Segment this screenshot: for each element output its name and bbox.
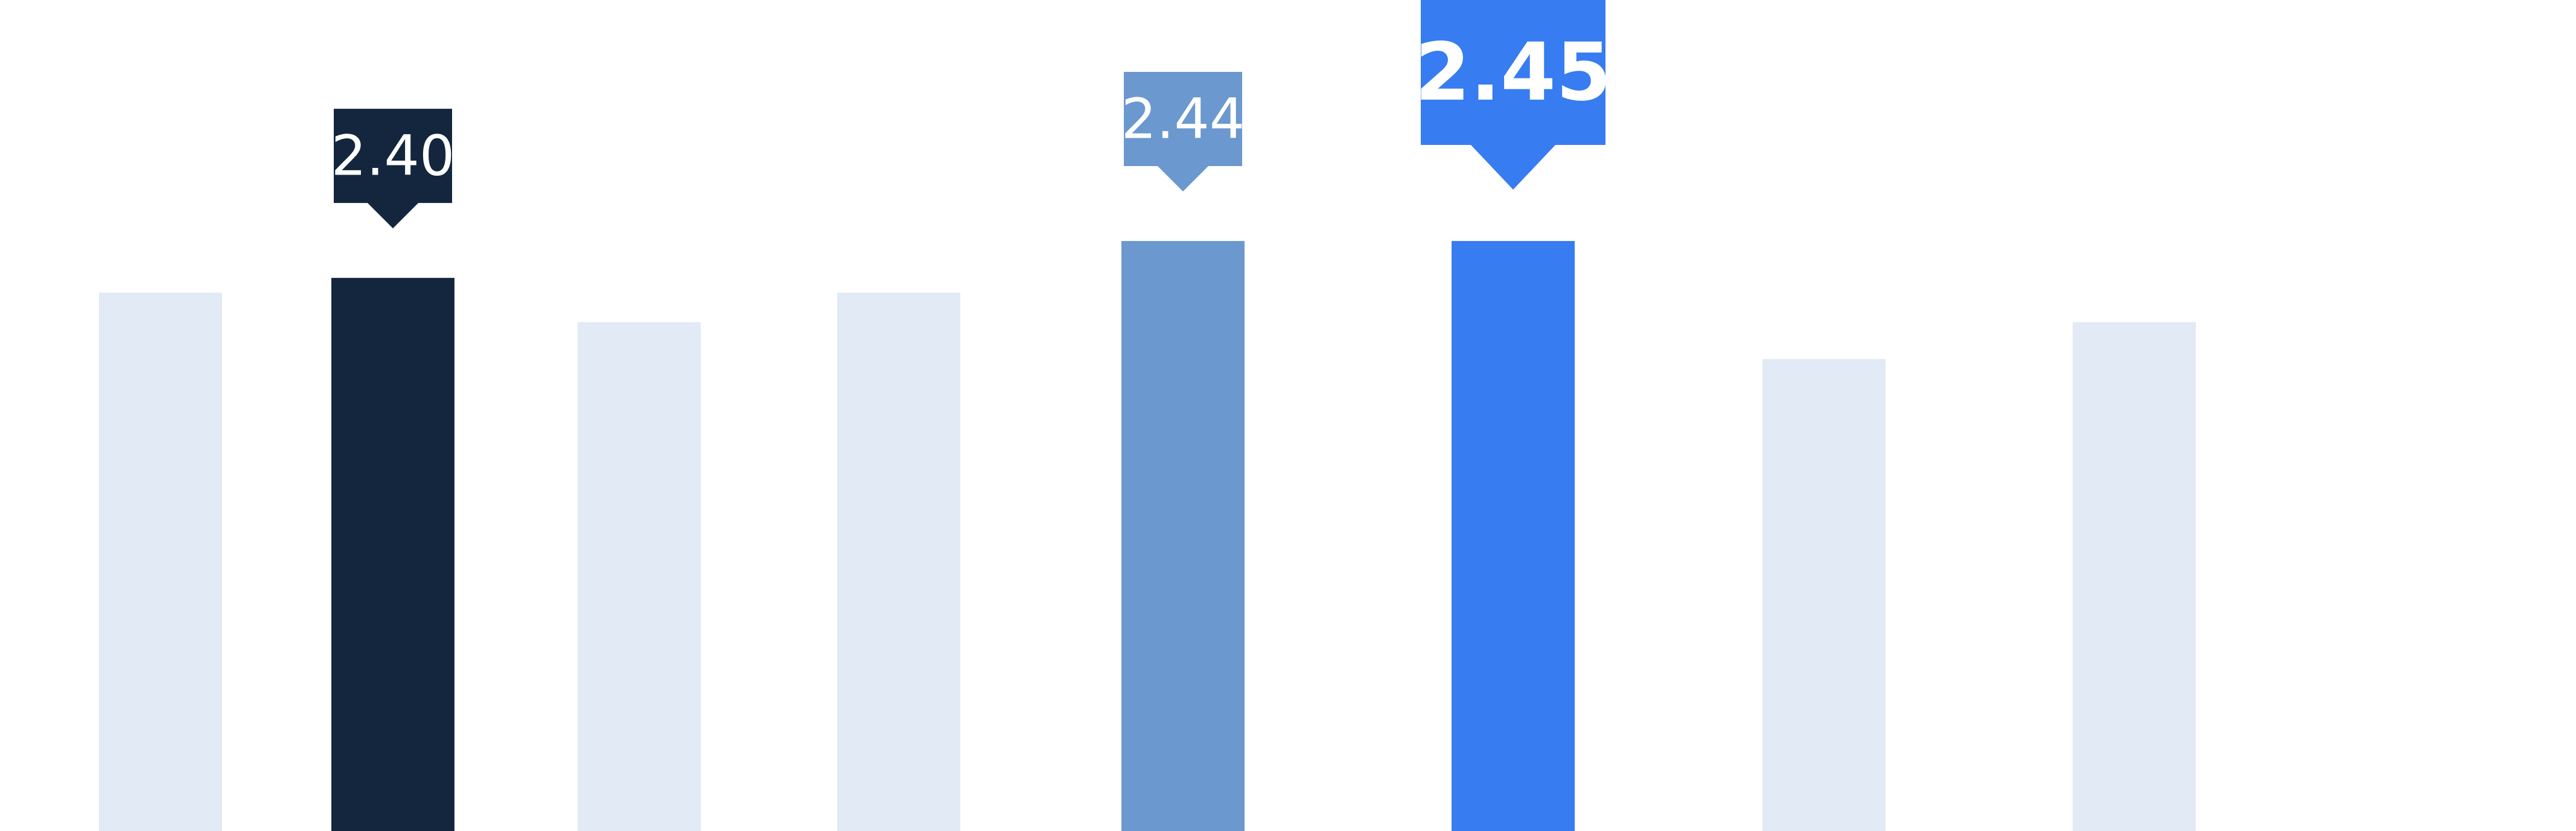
callout-box — [334, 109, 452, 229]
bars-group — [99, 241, 2196, 831]
bar — [2073, 322, 2196, 831]
data-label: 2.40 — [331, 124, 455, 188]
callouts-group: 2.40 2.44 2.45 — [331, 0, 1612, 229]
callout-box — [1124, 72, 1242, 192]
bar-highlighted — [1452, 241, 1575, 831]
value-callout: 2.40 — [331, 109, 455, 229]
data-label: 2.44 — [1121, 87, 1245, 152]
bar — [837, 292, 960, 831]
bar — [1762, 359, 1886, 831]
bar-highlighted — [1121, 241, 1245, 831]
callout-box — [1421, 0, 1605, 190]
data-label: 2.45 — [1415, 26, 1612, 119]
value-callout: 2.44 — [1121, 72, 1245, 192]
bar — [578, 322, 701, 831]
value-callout: 2.45 — [1415, 0, 1612, 190]
bar-highlighted — [331, 278, 454, 831]
bar — [99, 292, 222, 831]
